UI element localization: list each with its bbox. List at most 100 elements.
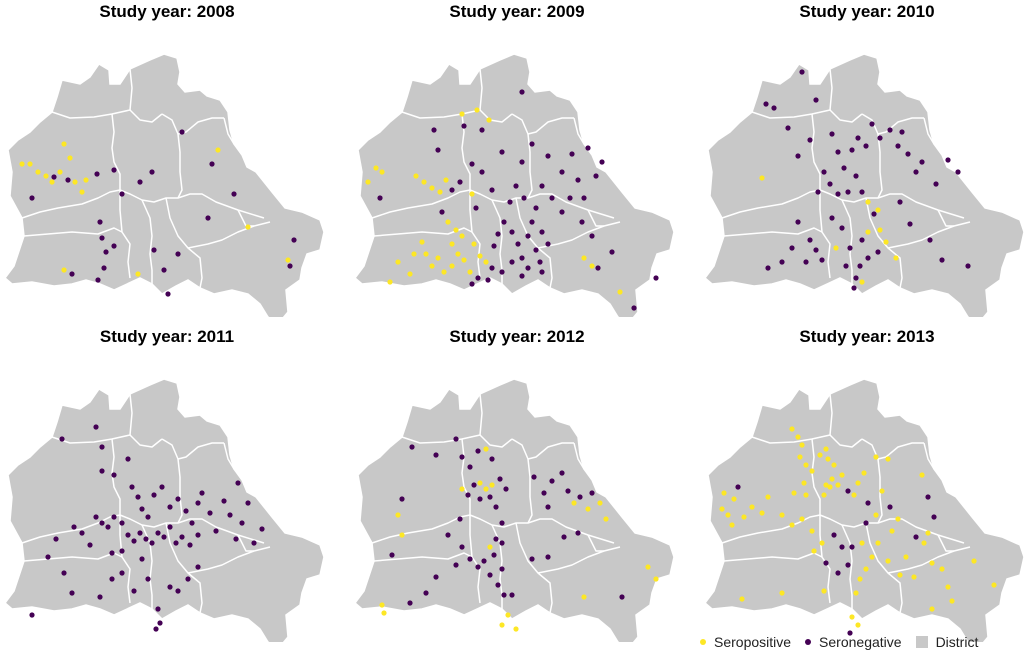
seronegative-point [913,534,919,540]
seropositive-point [827,484,833,490]
seropositive-point [245,224,251,230]
seronegative-point [111,243,117,249]
seronegative-point [467,464,473,470]
district-border [23,552,123,562]
seronegative-point [815,189,821,195]
seronegative-point [849,147,855,153]
map-2013 [703,378,1025,642]
seropositive-point [821,492,827,498]
seronegative-point [461,123,467,129]
seropositive-point [749,504,755,510]
seropositive-point [617,289,623,295]
seronegative-point [529,219,535,225]
seropositive-point [929,606,935,612]
seronegative-point [565,488,571,494]
seronegative-point [51,174,57,180]
seronegative-point [531,474,537,480]
seropositive-point [885,558,891,564]
seronegative-point [813,247,819,253]
seronegative-point [847,630,853,636]
district-border [811,438,843,526]
seropositive-point [399,532,405,538]
district-border [469,190,481,279]
seronegative-point [125,456,131,462]
seropositive-point [853,590,859,596]
seronegative-point [541,490,547,496]
panel-title: Study year: 2009 [449,2,585,21]
seronegative-point [213,528,219,534]
district-border [829,68,833,111]
seronegative-point [853,173,859,179]
seronegative-point [521,195,527,201]
seronegative-point [513,183,519,189]
seropositive-point [79,189,85,195]
seropositive-point [739,596,745,602]
seronegative-point [509,592,515,598]
seropositive-point [645,564,651,570]
district-border [861,438,924,460]
seronegative-point [469,281,475,287]
seropositive-point [873,454,879,460]
seropositive-point [49,179,55,185]
legend-item-district: District [915,634,978,650]
seropositive-point [467,269,473,275]
seronegative-point [567,195,573,201]
seropositive-point [799,442,805,448]
seronegative-point [29,612,35,618]
seropositive-point [474,107,480,113]
seropositive-point [731,496,737,502]
panel-title: Study year: 2010 [799,2,935,21]
district-border [461,113,493,201]
seropositive-point [477,253,483,259]
map-panel-2011: Study year: 2011 [2,325,332,645]
seropositive-point [823,482,829,488]
seropositive-point [459,111,465,117]
district-region [3,378,325,642]
seropositive-point [581,594,587,600]
seropositive-point [513,626,519,632]
seronegative-point [167,504,173,510]
seronegative-point [965,263,971,269]
district-border [51,109,163,123]
seronegative-point [139,556,145,562]
seropositive-point [863,566,869,572]
seronegative-point [519,159,525,165]
seronegative-point [151,492,157,498]
seropositive-point [486,117,492,123]
district-border [877,458,883,524]
seronegative-point [839,225,845,231]
seronegative-point [545,153,551,159]
seropositive-point [893,255,899,261]
district-border [479,393,483,436]
seronegative-point [529,556,535,562]
seropositive-point [779,590,785,596]
seronegative-point [131,538,137,544]
seronegative-point [593,173,599,179]
seropositive-point [971,558,977,564]
seropositive-point [821,588,827,594]
seronegative-point [927,237,933,243]
seronegative-point [807,237,813,243]
seronegative-point [459,454,465,460]
seronegative-point [139,506,145,512]
seropositive-point [759,175,765,181]
seronegative-point [829,215,835,221]
seronegative-point [955,169,961,175]
seronegative-point [119,520,125,526]
seronegative-point [61,570,67,576]
seronegative-point [845,488,851,494]
seronegative-point [473,205,479,211]
district-region [353,378,675,642]
seronegative-point [771,105,777,111]
seropositive-point [379,602,385,608]
seropositive-point [797,454,803,460]
map-2008 [3,53,325,317]
district-border [573,442,585,470]
seronegative-point [155,606,161,612]
seropositive-point [443,177,449,183]
seropositive-point [471,241,477,247]
seronegative-point [839,544,845,550]
seropositive-point [413,173,419,179]
panel-title: Study year: 2012 [449,327,585,346]
seronegative-point [843,263,849,269]
